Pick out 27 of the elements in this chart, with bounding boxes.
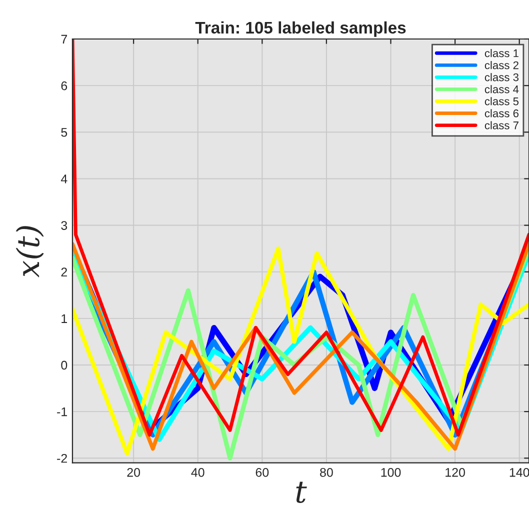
legend-label: class 2 xyxy=(484,61,518,70)
y-tick-label: -1 xyxy=(57,408,68,416)
y-tick-label: 6 xyxy=(61,81,68,90)
x-tick-label: 140 xyxy=(510,468,529,477)
legend-label: class 7 xyxy=(484,121,518,130)
legend-label: class 5 xyxy=(484,97,519,106)
y-tick-label: 3 xyxy=(61,221,68,230)
x-axis-title: t xyxy=(296,482,307,503)
legend-label: class 3 xyxy=(484,73,519,82)
x-tick-label: 20 xyxy=(127,468,140,477)
y-tick-label: 5 xyxy=(61,128,68,137)
y-tick-label: 1 xyxy=(62,314,68,323)
x-tick-label: 40 xyxy=(191,468,204,477)
x-tick-label: 80 xyxy=(320,468,333,477)
y-tick-label: 7 xyxy=(61,34,67,44)
y-axis-title: x(t) xyxy=(16,226,44,278)
legend-label: class 1 xyxy=(484,49,518,58)
x-tick-label: 60 xyxy=(256,468,269,477)
chart-title: Train: 105 labeled samples xyxy=(195,21,406,37)
x-tick-label: 100 xyxy=(381,468,401,477)
y-tick-label: -2 xyxy=(57,454,67,463)
x-tick-label: 120 xyxy=(446,468,465,477)
y-tick-label: 2 xyxy=(61,268,67,276)
legend-label: class 4 xyxy=(484,85,519,94)
legend-label: class 6 xyxy=(484,109,519,118)
y-tick-label: 0 xyxy=(61,360,68,370)
y-tick-label: 4 xyxy=(60,174,68,184)
